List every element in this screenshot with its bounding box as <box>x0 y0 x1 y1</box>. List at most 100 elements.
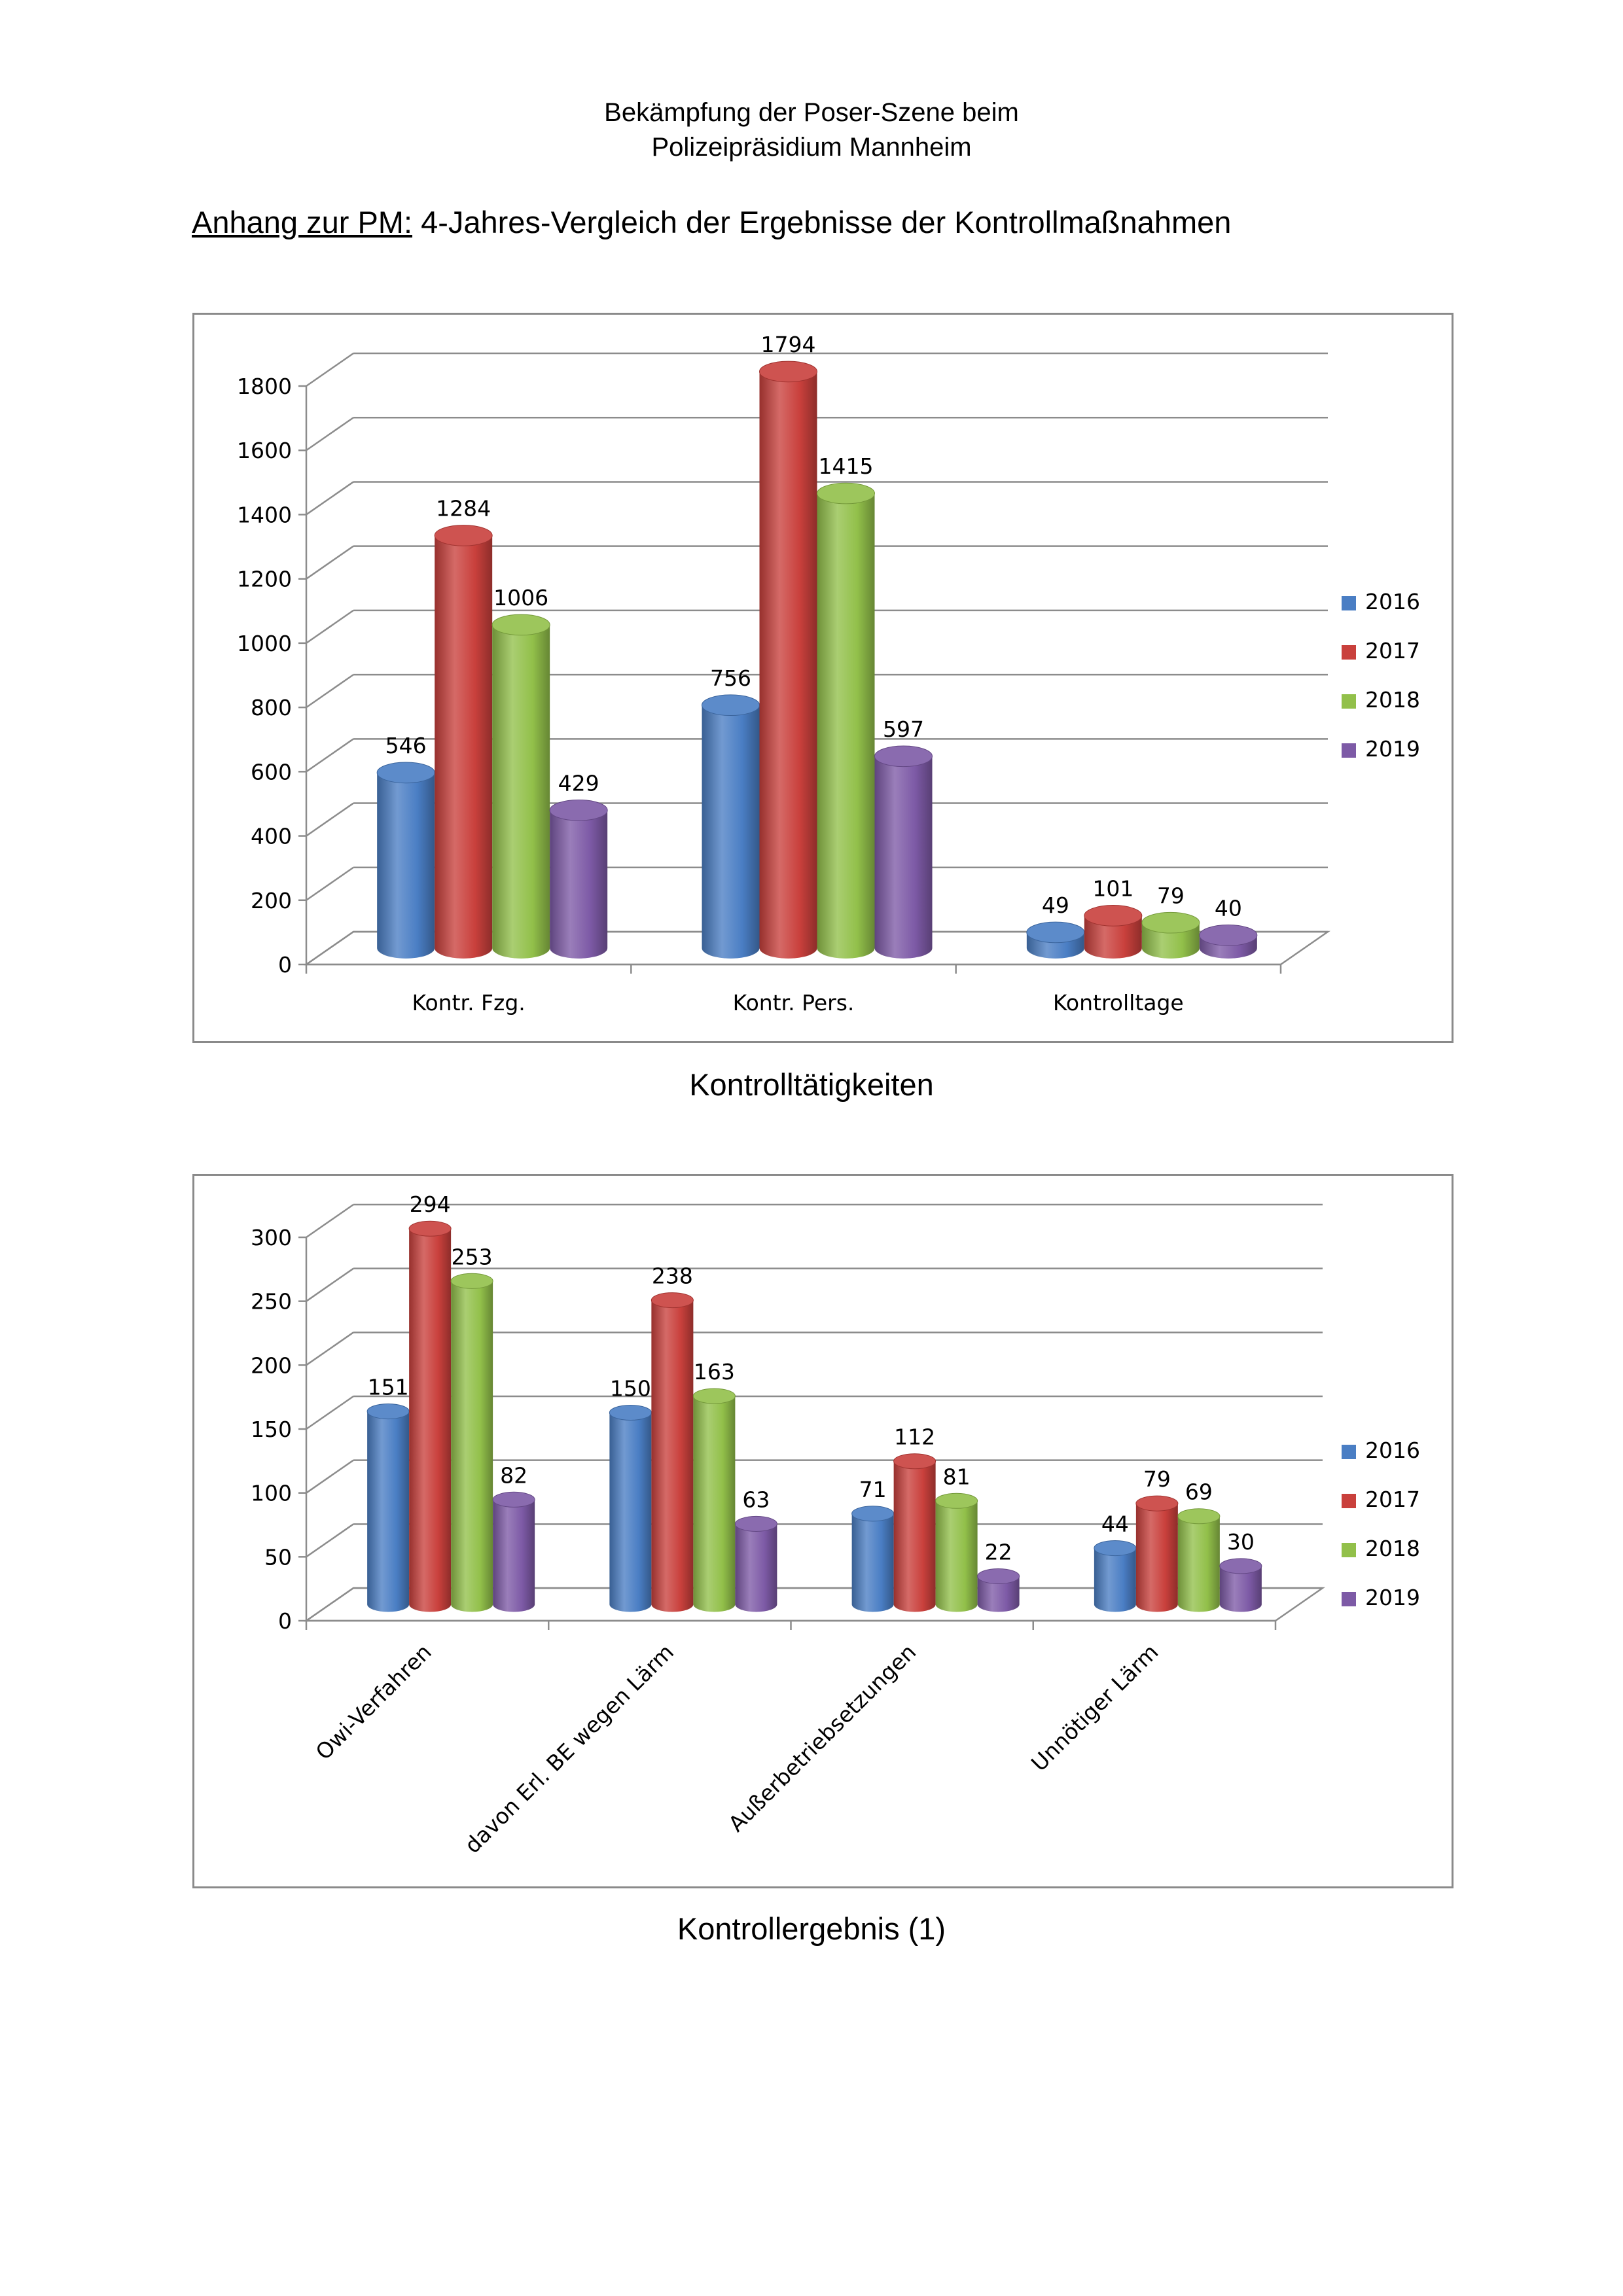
y-tick-label: 50 <box>264 1544 292 1570</box>
bar-body <box>977 1576 1020 1612</box>
y-tick-label: 200 <box>251 1352 292 1378</box>
bar-davon-erl-be-wegen-larm-2018 <box>692 1388 736 1612</box>
bar-top <box>692 1388 736 1404</box>
bar-kontr-fzg-2019 <box>549 799 608 959</box>
bar-top <box>734 1515 777 1532</box>
data-label-kontr-fzg-2018: 1006 <box>493 585 548 610</box>
bar-davon-erl-be-wegen-larm-2019 <box>734 1515 777 1612</box>
legend-swatch-2019 <box>1342 743 1356 758</box>
y-tick-label: 800 <box>251 695 292 720</box>
bar-top <box>1026 921 1085 944</box>
bar-top <box>1084 905 1143 927</box>
data-label-unnotiger-larm-2019: 30 <box>1227 1529 1255 1555</box>
bar-top <box>376 762 435 784</box>
data-label-kontr-pers-2016: 756 <box>710 665 751 691</box>
bar-body <box>1135 1503 1178 1612</box>
bar-top <box>935 1492 978 1509</box>
bar-body <box>759 371 817 959</box>
data-label-kontr-pers-2017: 1794 <box>761 332 816 357</box>
legend-swatch-2018 <box>1342 694 1356 709</box>
gridline-side <box>306 1523 354 1558</box>
legend: 2016 2017 2018 2019 <box>1342 589 1420 762</box>
bar-body <box>1177 1516 1220 1612</box>
bar-top <box>609 1404 652 1421</box>
legend-label-2018: 2018 <box>1365 687 1420 713</box>
bar-owi-verfahren-2018 <box>450 1273 493 1612</box>
chart-kontrollergebnis-svg: 0 50 100 150 200 250 300 151 294 253 82 150 238 163 63… <box>251 1192 1420 1858</box>
bar-owi-verfahren-2017 <box>408 1220 452 1612</box>
chart-kontrolltaetigkeiten: 0 200 400 600 800 1000 1200 1400 1600 1800 546 1284… <box>192 313 1454 1043</box>
bar-top <box>851 1506 895 1522</box>
legend-label-2019: 2019 <box>1365 736 1420 762</box>
bar-body <box>702 705 760 959</box>
y-tick-label: 1200 <box>237 567 292 592</box>
data-label-owi-verfahren-2017: 294 <box>410 1192 451 1217</box>
bar-top <box>492 1491 535 1508</box>
x-tick-label-ausserbetriebsetzungen: Außerbetriebsetzungen <box>723 1639 921 1837</box>
bar-unnotiger-larm-2017 <box>1135 1495 1179 1612</box>
y-tick-label: 400 <box>251 824 292 849</box>
bar-top <box>817 482 875 504</box>
y-tick-label: 1800 <box>237 374 292 399</box>
data-label-owi-verfahren-2018: 253 <box>452 1244 493 1269</box>
page-subtitle: Anhang zur PM: 4-Jahres-Vergleich der Er… <box>192 204 1231 240</box>
data-label-ausserbetriebsetzungen-2019: 22 <box>985 1540 1012 1565</box>
bar-top <box>408 1220 452 1237</box>
bars <box>366 1220 1262 1612</box>
bar-kontr-fzg-2017 <box>434 525 493 959</box>
bar-ausserbetriebsetzungen-2017 <box>893 1453 936 1612</box>
data-label-kontrolltage-2019: 40 <box>1215 896 1242 921</box>
legend-label-2016: 2016 <box>1365 1438 1420 1463</box>
bar-top <box>702 694 760 716</box>
bar-ausserbetriebsetzungen-2019 <box>977 1568 1020 1612</box>
chart-kontrolltaetigkeiten-svg: 0 200 400 600 800 1000 1200 1400 1600 1800 546 1284… <box>237 332 1420 1016</box>
data-label-kontr-pers-2019: 597 <box>883 716 924 742</box>
y-tick-label: 1000 <box>237 631 292 656</box>
legend-swatch-2017 <box>1342 645 1356 660</box>
bar-top <box>434 525 493 546</box>
bar-body <box>935 1500 978 1612</box>
legend-swatch-2019 <box>1342 1592 1356 1606</box>
data-label-owi-verfahren-2016: 151 <box>368 1375 409 1400</box>
gridline-side <box>306 674 354 709</box>
x-tick-label-davon-erl-be-wegen-larm: davon Erl. BE wegen Lärm <box>459 1639 679 1858</box>
bar-top <box>874 745 933 768</box>
bar-top <box>1177 1508 1221 1525</box>
legend-label-2017: 2017 <box>1365 638 1420 663</box>
legend-swatch-2016 <box>1342 596 1356 610</box>
bar-top <box>1135 1495 1179 1511</box>
legend-swatch-2018 <box>1342 1543 1356 1557</box>
gridline-side <box>306 417 354 451</box>
data-label-ausserbetriebsetzungen-2018: 81 <box>943 1464 971 1489</box>
bar-unnotiger-larm-2018 <box>1177 1508 1221 1612</box>
gridline-side <box>306 1267 354 1302</box>
bar-kontr-fzg-2018 <box>491 614 550 959</box>
y-tick-label: 100 <box>251 1481 292 1506</box>
data-label-kontr-pers-2018: 1415 <box>819 453 874 479</box>
bar-kontrolltage-2017 <box>1084 905 1143 959</box>
bar-kontrolltage-2018 <box>1141 911 1200 959</box>
bar-top <box>1219 1558 1262 1574</box>
legend: 2016 2017 2018 2019 <box>1342 1438 1420 1610</box>
bar-body <box>693 1396 736 1612</box>
data-label-owi-verfahren-2019: 82 <box>500 1462 527 1488</box>
bar-unnotiger-larm-2016 <box>1094 1540 1137 1612</box>
data-label-kontr-fzg-2019: 429 <box>558 770 599 796</box>
gridline-side <box>306 1459 354 1494</box>
y-tick-label: 0 <box>278 952 292 978</box>
y-tick-label: 0 <box>278 1608 292 1634</box>
y-tick-label: 300 <box>251 1225 292 1250</box>
bar-top <box>491 614 550 636</box>
bar-body <box>451 1280 493 1612</box>
y-tick-label: 250 <box>251 1289 292 1315</box>
gridline-side <box>306 802 354 837</box>
bar-body <box>1094 1548 1136 1612</box>
bars <box>376 361 1258 959</box>
chart-caption-kontrollergebnis: Kontrollergebnis (1) <box>677 1911 946 1946</box>
bar-body <box>609 1413 652 1612</box>
bar-top <box>651 1292 694 1309</box>
bar-owi-verfahren-2016 <box>366 1404 410 1612</box>
data-label-kontr-fzg-2017: 1284 <box>436 496 491 521</box>
bar-top <box>759 361 817 383</box>
data-label-ausserbetriebsetzungen-2016: 71 <box>859 1477 887 1502</box>
